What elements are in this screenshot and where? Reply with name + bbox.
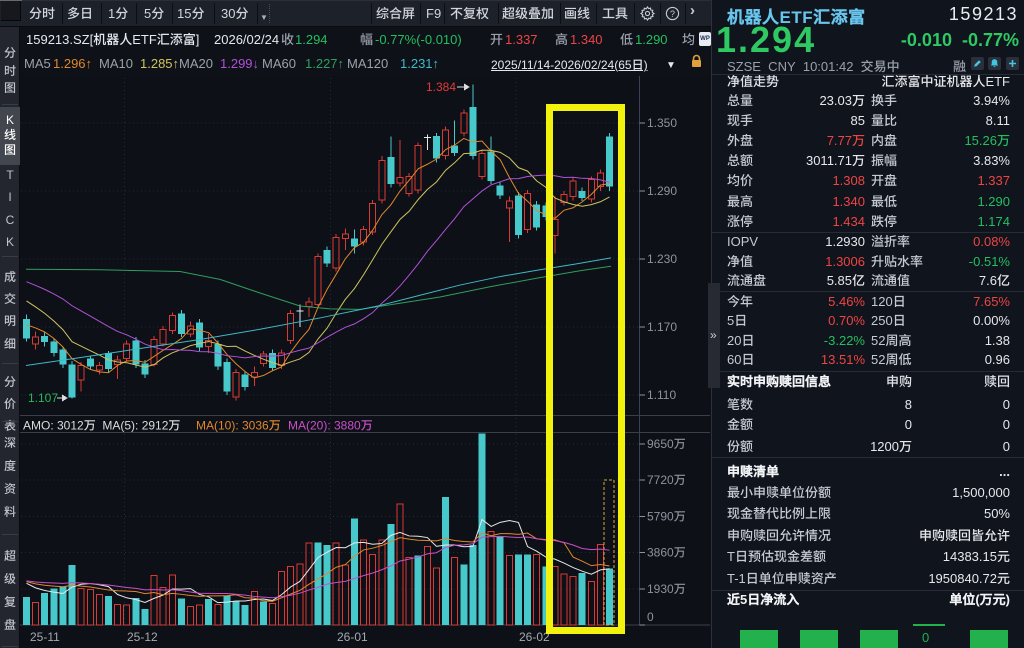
svg-text:0: 0: [647, 610, 654, 624]
svg-text:1.110: 1.110: [647, 388, 676, 402]
svg-text:1930万: 1930万: [647, 582, 686, 596]
svg-text:1.170: 1.170: [647, 320, 677, 334]
svg-text:26-02: 26-02: [519, 630, 550, 644]
svg-text:?: ?: [670, 9, 675, 19]
svg-text:25-12: 25-12: [127, 630, 158, 644]
svg-text:MA(10): 3036万: MA(10): 3036万: [196, 419, 281, 433]
svg-text:1.384: 1.384: [426, 80, 456, 94]
svg-text:26-01: 26-01: [337, 630, 368, 644]
svg-text:3860万: 3860万: [647, 546, 686, 560]
svg-text:1.107: 1.107: [28, 391, 58, 405]
svg-text:MA(20): 3880万: MA(20): 3880万: [288, 419, 373, 433]
svg-text:1.290: 1.290: [647, 184, 677, 198]
svg-text:25-11: 25-11: [30, 630, 60, 644]
svg-text:1.350: 1.350: [647, 116, 677, 130]
svg-text:9650万: 9650万: [647, 437, 686, 451]
svg-text:7720万: 7720万: [647, 473, 686, 487]
svg-text:AMO: 3012万 MA(5): 2912万: AMO: 3012万 MA(5): 2912万: [23, 419, 180, 433]
svg-text:5790万: 5790万: [647, 509, 686, 523]
svg-text:1.230: 1.230: [647, 252, 677, 266]
